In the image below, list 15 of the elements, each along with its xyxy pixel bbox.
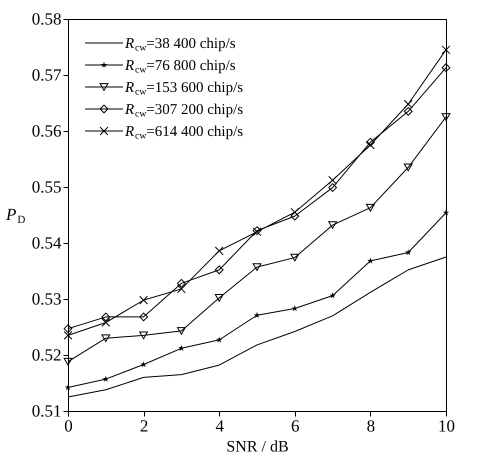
y-tick-label: 0.51 [32, 402, 62, 420]
x-tick-label: 0 [64, 416, 73, 436]
y-tick-label: 0.52 [32, 346, 62, 364]
y-tick-label: 0.54 [32, 234, 62, 252]
y-tick-label: 0.57 [32, 66, 62, 84]
y-tick-label: 0.55 [32, 178, 62, 196]
y-tick-label: 0.58 [32, 10, 62, 28]
x-tick-label: 10 [438, 416, 455, 436]
x-tick-label: 2 [140, 416, 148, 436]
y-tick-label: 0.56 [32, 122, 62, 140]
x-axis-title: SNR / dB [226, 438, 289, 456]
x-tick-label: 6 [291, 416, 300, 436]
x-tick-label: 4 [215, 416, 224, 436]
y-tick-label: 0.53 [32, 290, 62, 308]
x-tick-label: 8 [366, 416, 376, 436]
